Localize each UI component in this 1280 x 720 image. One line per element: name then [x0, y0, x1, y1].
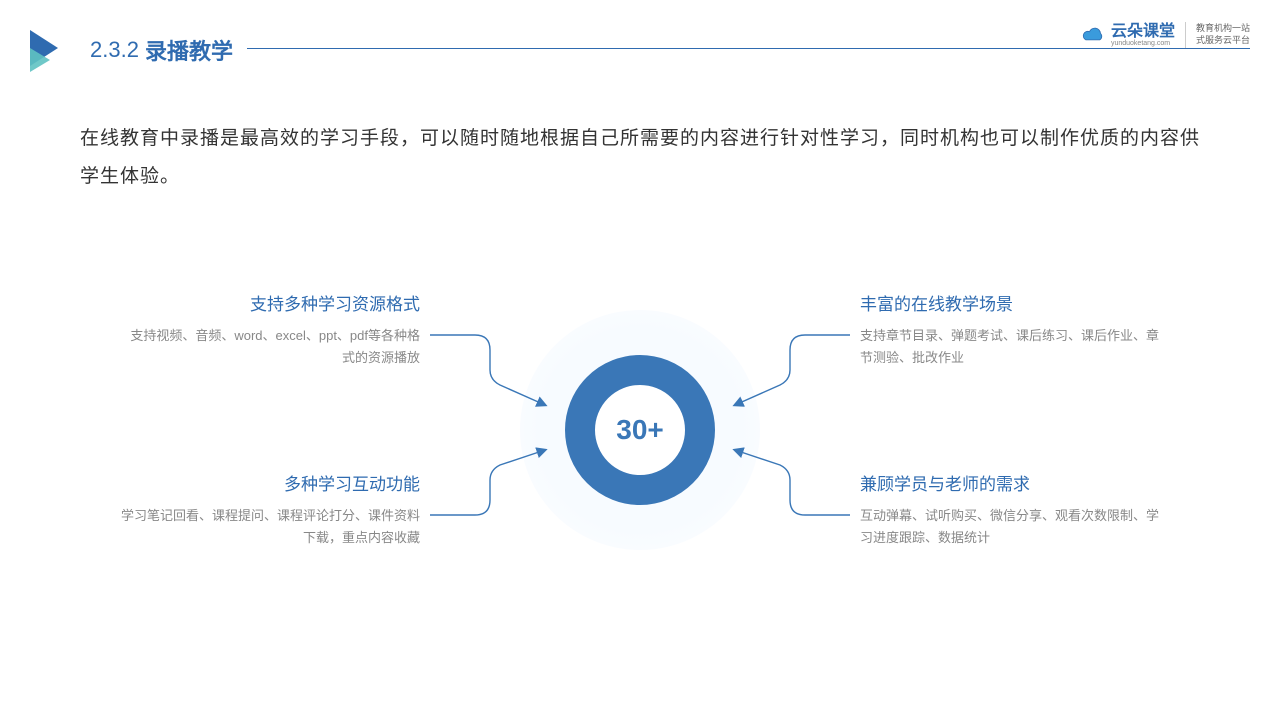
ring-outer: 30+ — [565, 355, 715, 505]
play-icon — [30, 30, 70, 70]
feature-bottom-right: 兼顾学员与老师的需求 互动弹幕、试听购买、微信分享、观看次数限制、学习进度跟踪、… — [860, 470, 1160, 549]
slide-description: 在线教育中录播是最高效的学习手段，可以随时随地根据自己所需要的内容进行针对性学习… — [80, 120, 1200, 196]
logo-tagline-line1: 教育机构一站 — [1196, 23, 1250, 35]
logo-tagline-line2: 式服务云平台 — [1196, 35, 1250, 47]
center-ring: 30+ — [520, 310, 760, 550]
logo-tagline: 教育机构一站 式服务云平台 — [1196, 23, 1250, 46]
feature-title: 丰富的在线教学场景 — [860, 290, 1160, 315]
feature-title: 兼顾学员与老师的需求 — [860, 470, 1160, 495]
feature-top-right: 丰富的在线教学场景 支持章节目录、弹题考试、课后练习、课后作业、章节测验、批改作… — [860, 290, 1160, 369]
logo-name-cn: 云朵课堂 — [1111, 24, 1175, 40]
feature-title: 多种学习互动功能 — [120, 470, 420, 495]
feature-body: 支持章节目录、弹题考试、课后练习、课后作业、章节测验、批改作业 — [860, 325, 1160, 369]
feature-body: 学习笔记回看、课程提问、课程评论打分、课件资料下载，重点内容收藏 — [120, 505, 420, 549]
brand-logo: 云朵课堂 yunduoketang.com 教育机构一站 式服务云平台 — [1081, 22, 1250, 48]
logo-divider — [1185, 22, 1186, 48]
feature-body: 支持视频、音频、word、excel、ppt、pdf等各种格式的资源播放 — [120, 325, 420, 369]
feature-bottom-left: 多种学习互动功能 学习笔记回看、课程提问、课程评论打分、课件资料下载，重点内容收… — [120, 470, 420, 549]
feature-title: 支持多种学习资源格式 — [120, 290, 420, 315]
section-number: 2.3.2 — [90, 37, 139, 63]
center-label: 30+ — [616, 414, 664, 446]
feature-body: 互动弹幕、试听购买、微信分享、观看次数限制、学习进度跟踪、数据统计 — [860, 505, 1160, 549]
slide-header: 2.3.2 录播教学 — [30, 30, 1250, 70]
logo-name-en: yunduoketang.com — [1111, 40, 1175, 47]
header-underline — [247, 48, 1250, 49]
feature-diagram: 30+ 支持多种学习资源格式 支持视频、音频、word、excel、ppt、pd… — [0, 250, 1280, 610]
section-title: 录播教学 — [145, 34, 233, 66]
feature-top-left: 支持多种学习资源格式 支持视频、音频、word、excel、ppt、pdf等各种… — [120, 290, 420, 369]
logo-cloud-icon: 云朵课堂 yunduoketang.com — [1081, 24, 1175, 47]
